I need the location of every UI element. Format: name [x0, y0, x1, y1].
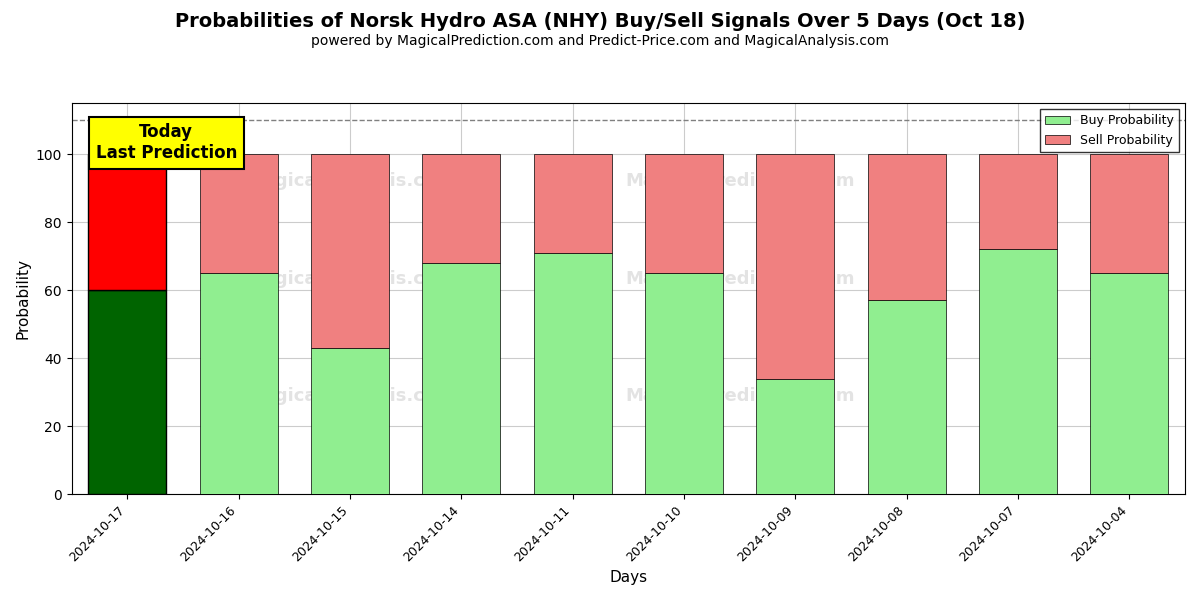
- Text: MagicalAnalysis.com: MagicalAnalysis.com: [245, 388, 455, 406]
- Bar: [868, 154, 946, 301]
- Text: MagicalPrediction.com: MagicalPrediction.com: [625, 172, 854, 190]
- Bar: [422, 154, 500, 263]
- Bar: [646, 273, 722, 494]
- Text: MagicalAnalysis.com: MagicalAnalysis.com: [245, 270, 455, 288]
- Text: Probabilities of Norsk Hydro ASA (NHY) Buy/Sell Signals Over 5 Days (Oct 18): Probabilities of Norsk Hydro ASA (NHY) B…: [175, 12, 1025, 31]
- Bar: [979, 249, 1057, 494]
- Bar: [1091, 273, 1169, 494]
- Bar: [89, 290, 167, 494]
- Bar: [422, 263, 500, 494]
- Bar: [534, 154, 612, 253]
- Text: Today
Last Prediction: Today Last Prediction: [96, 124, 236, 162]
- Text: powered by MagicalPrediction.com and Predict-Price.com and MagicalAnalysis.com: powered by MagicalPrediction.com and Pre…: [311, 34, 889, 48]
- Bar: [311, 154, 389, 348]
- Bar: [534, 253, 612, 494]
- Bar: [1091, 154, 1169, 273]
- Bar: [979, 154, 1057, 249]
- Bar: [89, 154, 167, 290]
- Text: MagicalPrediction.com: MagicalPrediction.com: [625, 388, 854, 406]
- Bar: [646, 154, 722, 273]
- Bar: [756, 154, 834, 379]
- X-axis label: Days: Days: [610, 570, 647, 585]
- Text: MagicalAnalysis.com: MagicalAnalysis.com: [245, 172, 455, 190]
- Bar: [756, 379, 834, 494]
- Legend: Buy Probability, Sell Probability: Buy Probability, Sell Probability: [1040, 109, 1178, 152]
- Bar: [199, 273, 277, 494]
- Bar: [199, 154, 277, 273]
- Bar: [868, 301, 946, 494]
- Bar: [311, 348, 389, 494]
- Y-axis label: Probability: Probability: [16, 258, 30, 339]
- Text: MagicalPrediction.com: MagicalPrediction.com: [625, 270, 854, 288]
